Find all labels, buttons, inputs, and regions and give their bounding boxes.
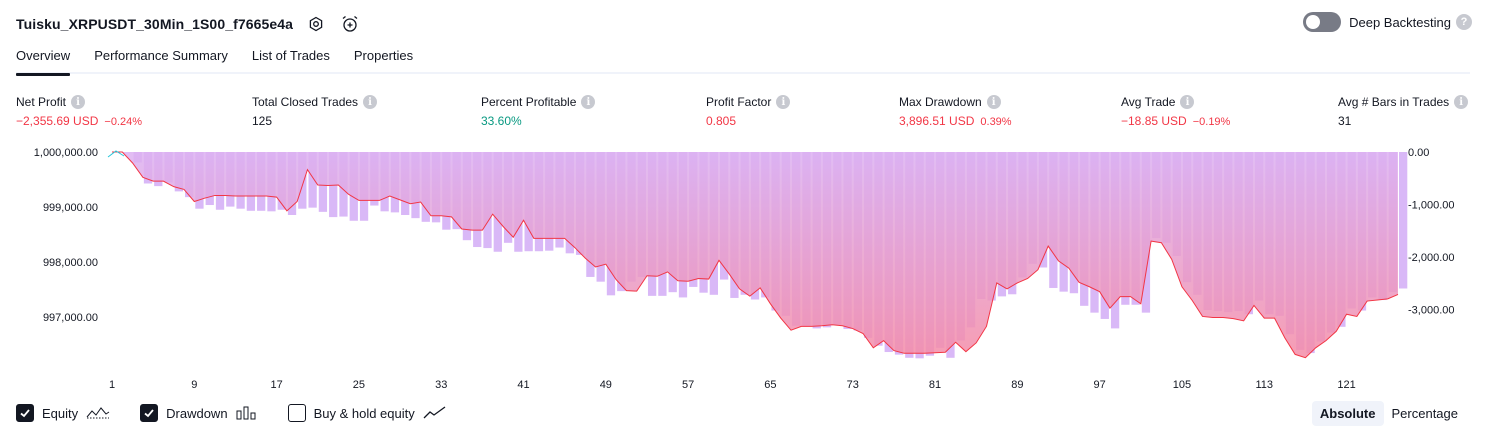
metric-percent-profitable: Percent Profitable i 33.60% bbox=[481, 94, 596, 128]
strategy-header: Tuisku_XRPUSDT_30Min_1S00_f7665e4a bbox=[16, 10, 361, 38]
metric-label: Net Profit bbox=[16, 95, 67, 109]
tab-list-of-trades[interactable]: List of Trades bbox=[251, 48, 330, 63]
right-axis-tick: -1,000.00 bbox=[1408, 200, 1454, 212]
metric-label: Max Drawdown bbox=[899, 95, 982, 109]
x-axis-tick: 121 bbox=[1337, 379, 1355, 391]
right-axis: 0.00 -1,000.00 -2,000.00 -3,000.00 bbox=[1408, 147, 1454, 317]
percentage-button[interactable]: Percentage bbox=[1391, 406, 1459, 421]
info-icon[interactable]: i bbox=[986, 95, 1001, 109]
value-mode-switch: Absolute Percentage bbox=[1311, 401, 1466, 426]
equity-line bbox=[112, 151, 1399, 359]
x-axis-tick: 105 bbox=[1173, 379, 1191, 391]
x-axis: 1 9 17 25 33 41 49 57 65 73 81 89 97 105 113 121 bbox=[109, 379, 1356, 391]
equity-drawdown-chart[interactable]: 1,000,000.00 999,000.00 998,000.00 997,000.… bbox=[0, 142, 1486, 394]
metric-label: Profit Factor bbox=[706, 95, 772, 109]
tab-properties[interactable]: Properties bbox=[353, 48, 414, 63]
info-icon[interactable]: i bbox=[363, 95, 378, 109]
left-axis-tick: 999,000.00 bbox=[43, 202, 98, 214]
x-axis-tick: 9 bbox=[191, 379, 197, 391]
x-axis-tick: 65 bbox=[764, 379, 776, 391]
strategy-title: Tuisku_XRPUSDT_30Min_1S00_f7665e4a bbox=[16, 16, 294, 32]
deep-backtesting-label: Deep Backtesting bbox=[1349, 14, 1451, 30]
info-icon[interactable]: i bbox=[71, 95, 86, 109]
metric-label: Total Closed Trades bbox=[252, 95, 359, 109]
legend-buy-hold-label: Buy & hold equity bbox=[313, 405, 415, 421]
x-axis-tick: 97 bbox=[1094, 379, 1106, 391]
x-axis-tick: 41 bbox=[517, 379, 529, 391]
right-axis-tick: -2,000.00 bbox=[1408, 252, 1454, 264]
right-axis-tick: 0.00 bbox=[1408, 147, 1429, 159]
deep-backtesting-toggle[interactable] bbox=[1303, 12, 1342, 32]
metric-value: 0.805 bbox=[706, 114, 737, 128]
alarm-clock-plus-icon[interactable] bbox=[339, 13, 361, 35]
help-icon[interactable]: ? bbox=[1456, 14, 1472, 30]
info-icon[interactable]: i bbox=[776, 95, 791, 109]
tab-performance-summary[interactable]: Performance Summary bbox=[94, 48, 228, 63]
left-axis-tick: 998,000.00 bbox=[43, 257, 98, 269]
drawdown-bars-icon bbox=[236, 406, 258, 420]
legend-equity[interactable]: Equity bbox=[16, 404, 110, 422]
metric-profit-factor: Profit Factor i 0.805 bbox=[706, 94, 791, 128]
gear-icon[interactable] bbox=[305, 13, 327, 35]
metric-avg-trade: Avg Trade i −18.85 USD −0.19% bbox=[1121, 94, 1230, 128]
x-axis-tick: 1 bbox=[109, 379, 115, 391]
absolute-button[interactable]: Absolute bbox=[1311, 401, 1384, 426]
drawdown-bar bbox=[1399, 152, 1408, 289]
left-axis-tick: 1,000,000.00 bbox=[34, 147, 98, 159]
drawdown-bar bbox=[308, 152, 317, 208]
legend-drawdown-label: Drawdown bbox=[166, 405, 228, 421]
x-axis-tick: 89 bbox=[1011, 379, 1023, 391]
left-axis: 1,000,000.00 999,000.00 998,000.00 997,000.… bbox=[34, 147, 98, 324]
equity-line-icon bbox=[86, 406, 110, 420]
metric-value: 125 bbox=[252, 114, 273, 128]
metric-avg-bars: Avg # Bars in Trades i 31 bbox=[1338, 94, 1469, 128]
metric-total-closed-trades: Total Closed Trades i 125 bbox=[252, 94, 378, 128]
info-icon[interactable]: i bbox=[1180, 95, 1195, 109]
metric-value: 33.60% bbox=[481, 114, 522, 128]
x-axis-tick: 49 bbox=[600, 379, 612, 391]
legend-buy-hold[interactable]: Buy & hold equity bbox=[287, 404, 447, 422]
deep-backtesting: Deep Backtesting ? bbox=[1303, 12, 1472, 32]
metric-label: Percent Profitable bbox=[481, 95, 577, 109]
right-axis-tick: -3,000.00 bbox=[1408, 305, 1454, 317]
x-axis-tick: 113 bbox=[1255, 379, 1273, 391]
equity-checkbox[interactable] bbox=[16, 404, 34, 422]
drawdown-checkbox[interactable] bbox=[140, 404, 159, 422]
x-axis-tick: 81 bbox=[929, 379, 941, 391]
x-axis-tick: 25 bbox=[353, 379, 365, 391]
tab-overview[interactable]: Overview bbox=[16, 48, 71, 76]
info-icon[interactable]: i bbox=[1454, 95, 1469, 109]
metric-value: 31 bbox=[1338, 114, 1352, 128]
metric-percent: −0.24% bbox=[104, 116, 143, 128]
legend-drawdown[interactable]: Drawdown bbox=[140, 404, 257, 422]
x-axis-tick: 17 bbox=[270, 379, 282, 391]
x-axis-tick: 33 bbox=[435, 379, 447, 391]
metric-percent: −0.19% bbox=[1192, 116, 1231, 128]
legend-equity-label: Equity bbox=[42, 405, 79, 421]
equity-area bbox=[112, 152, 1398, 358]
chart-legend: Equity Drawdown Buy & hold equity bbox=[16, 404, 477, 422]
metric-value: −2,355.69 USD bbox=[16, 114, 99, 128]
metric-net-profit: Net Profit i −2,355.69 USD −0.24% bbox=[16, 94, 142, 128]
x-axis-tick: 73 bbox=[847, 379, 859, 391]
buy-hold-checkbox[interactable] bbox=[287, 404, 306, 422]
metric-percent: 0.39% bbox=[980, 116, 1012, 128]
metric-label: Avg Trade bbox=[1121, 95, 1176, 109]
metric-label: Avg # Bars in Trades bbox=[1338, 95, 1450, 109]
metric-max-drawdown: Max Drawdown i 3,896.51 USD 0.39% bbox=[899, 94, 1012, 128]
metric-value: 3,896.51 USD bbox=[899, 114, 975, 128]
report-tabs: Overview Performance Summary List of Tra… bbox=[16, 48, 1470, 76]
buy-hold-line bbox=[107, 150, 125, 158]
info-icon[interactable]: i bbox=[581, 95, 596, 109]
x-axis-tick: 57 bbox=[682, 379, 694, 391]
metric-value: −18.85 USD bbox=[1121, 114, 1187, 128]
left-axis-tick: 997,000.00 bbox=[43, 312, 98, 324]
buy-hold-line-icon bbox=[423, 406, 447, 420]
